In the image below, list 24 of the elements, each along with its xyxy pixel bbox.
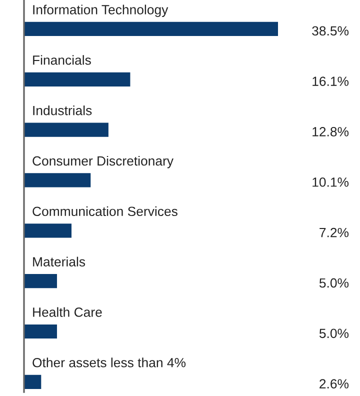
data-label: 10.1% bbox=[312, 177, 349, 187]
data-label: 5.0% bbox=[319, 278, 349, 288]
data-label: 38.5% bbox=[312, 26, 349, 36]
data-label: 12.8% bbox=[312, 127, 349, 136]
bar bbox=[24, 274, 57, 288]
bar bbox=[24, 374, 42, 389]
y-tick-label: Industrials bbox=[33, 106, 92, 116]
bar bbox=[24, 122, 108, 137]
data-label: 7.2% bbox=[320, 228, 349, 238]
bar bbox=[24, 22, 278, 36]
y-tick-label: Communication Services bbox=[32, 206, 178, 216]
data-label: 2.6% bbox=[320, 379, 349, 388]
data-label: 5.0% bbox=[319, 328, 349, 338]
y-tick-label: Information Technology bbox=[33, 4, 168, 17]
bar bbox=[24, 324, 57, 339]
y-tick-label: Materials bbox=[33, 256, 86, 266]
bar bbox=[24, 173, 91, 188]
y-tick-label: Consumer Discretionary bbox=[32, 156, 174, 168]
bar bbox=[24, 72, 130, 86]
y-tick-label: Health Care bbox=[33, 307, 102, 317]
y-tick-label: Financials bbox=[33, 55, 91, 65]
bar bbox=[24, 224, 72, 238]
y-tick-label: Other assets less than 4% bbox=[32, 358, 186, 368]
data-label: 16.1% bbox=[312, 76, 349, 86]
